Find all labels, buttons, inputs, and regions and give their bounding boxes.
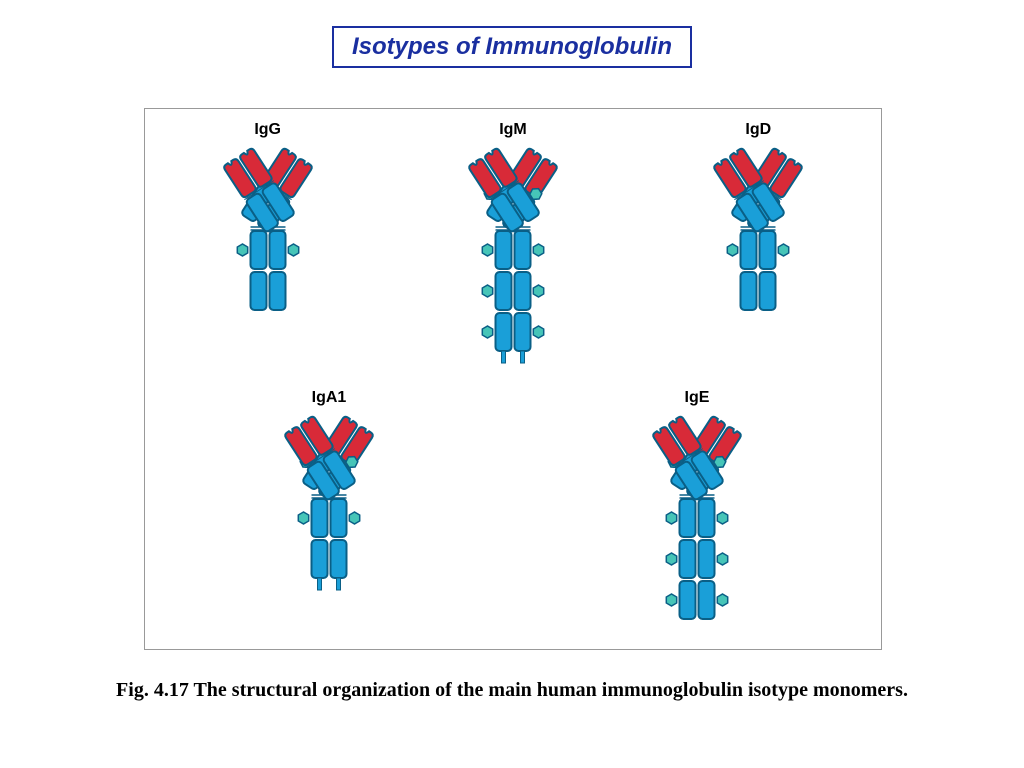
title-box: Isotypes of Immunoglobulin [332,26,692,68]
page: Isotypes of Immunoglobulin IgG IgM IgD IgA… [0,0,1024,768]
isotype-label: IgA1 [312,389,347,407]
isotype-label: IgD [745,121,771,139]
page-title: Isotypes of Immunoglobulin [352,33,672,60]
isotype-label: IgM [499,121,527,139]
isotype-cell-igd: IgD [648,121,868,365]
antibody-diagram [423,145,603,365]
antibody-diagram [178,145,358,365]
antibody-diagram [668,145,848,365]
isotype-cell-iga1: IgA1 [219,389,439,633]
antibody-diagram [607,413,787,633]
isotype-cell-igm: IgM [403,121,623,365]
isotype-label: IgG [254,121,281,139]
antibody-icon [607,413,787,633]
diagram-panel: IgG IgM IgD IgA1 IgE [144,108,882,650]
antibody-diagram [239,413,419,633]
isotype-cell-igg: IgG [158,121,378,365]
figure-caption: Fig. 4.17 The structural organization of… [0,678,1024,703]
isotype-row-top: IgG IgM IgD [145,121,881,365]
isotype-label: IgE [685,389,710,407]
antibody-icon [239,413,419,633]
antibody-icon [178,145,358,365]
antibody-icon [423,145,603,365]
isotype-cell-ige: IgE [587,389,807,633]
isotype-row-bottom: IgA1 IgE [145,389,881,633]
antibody-icon [668,145,848,365]
